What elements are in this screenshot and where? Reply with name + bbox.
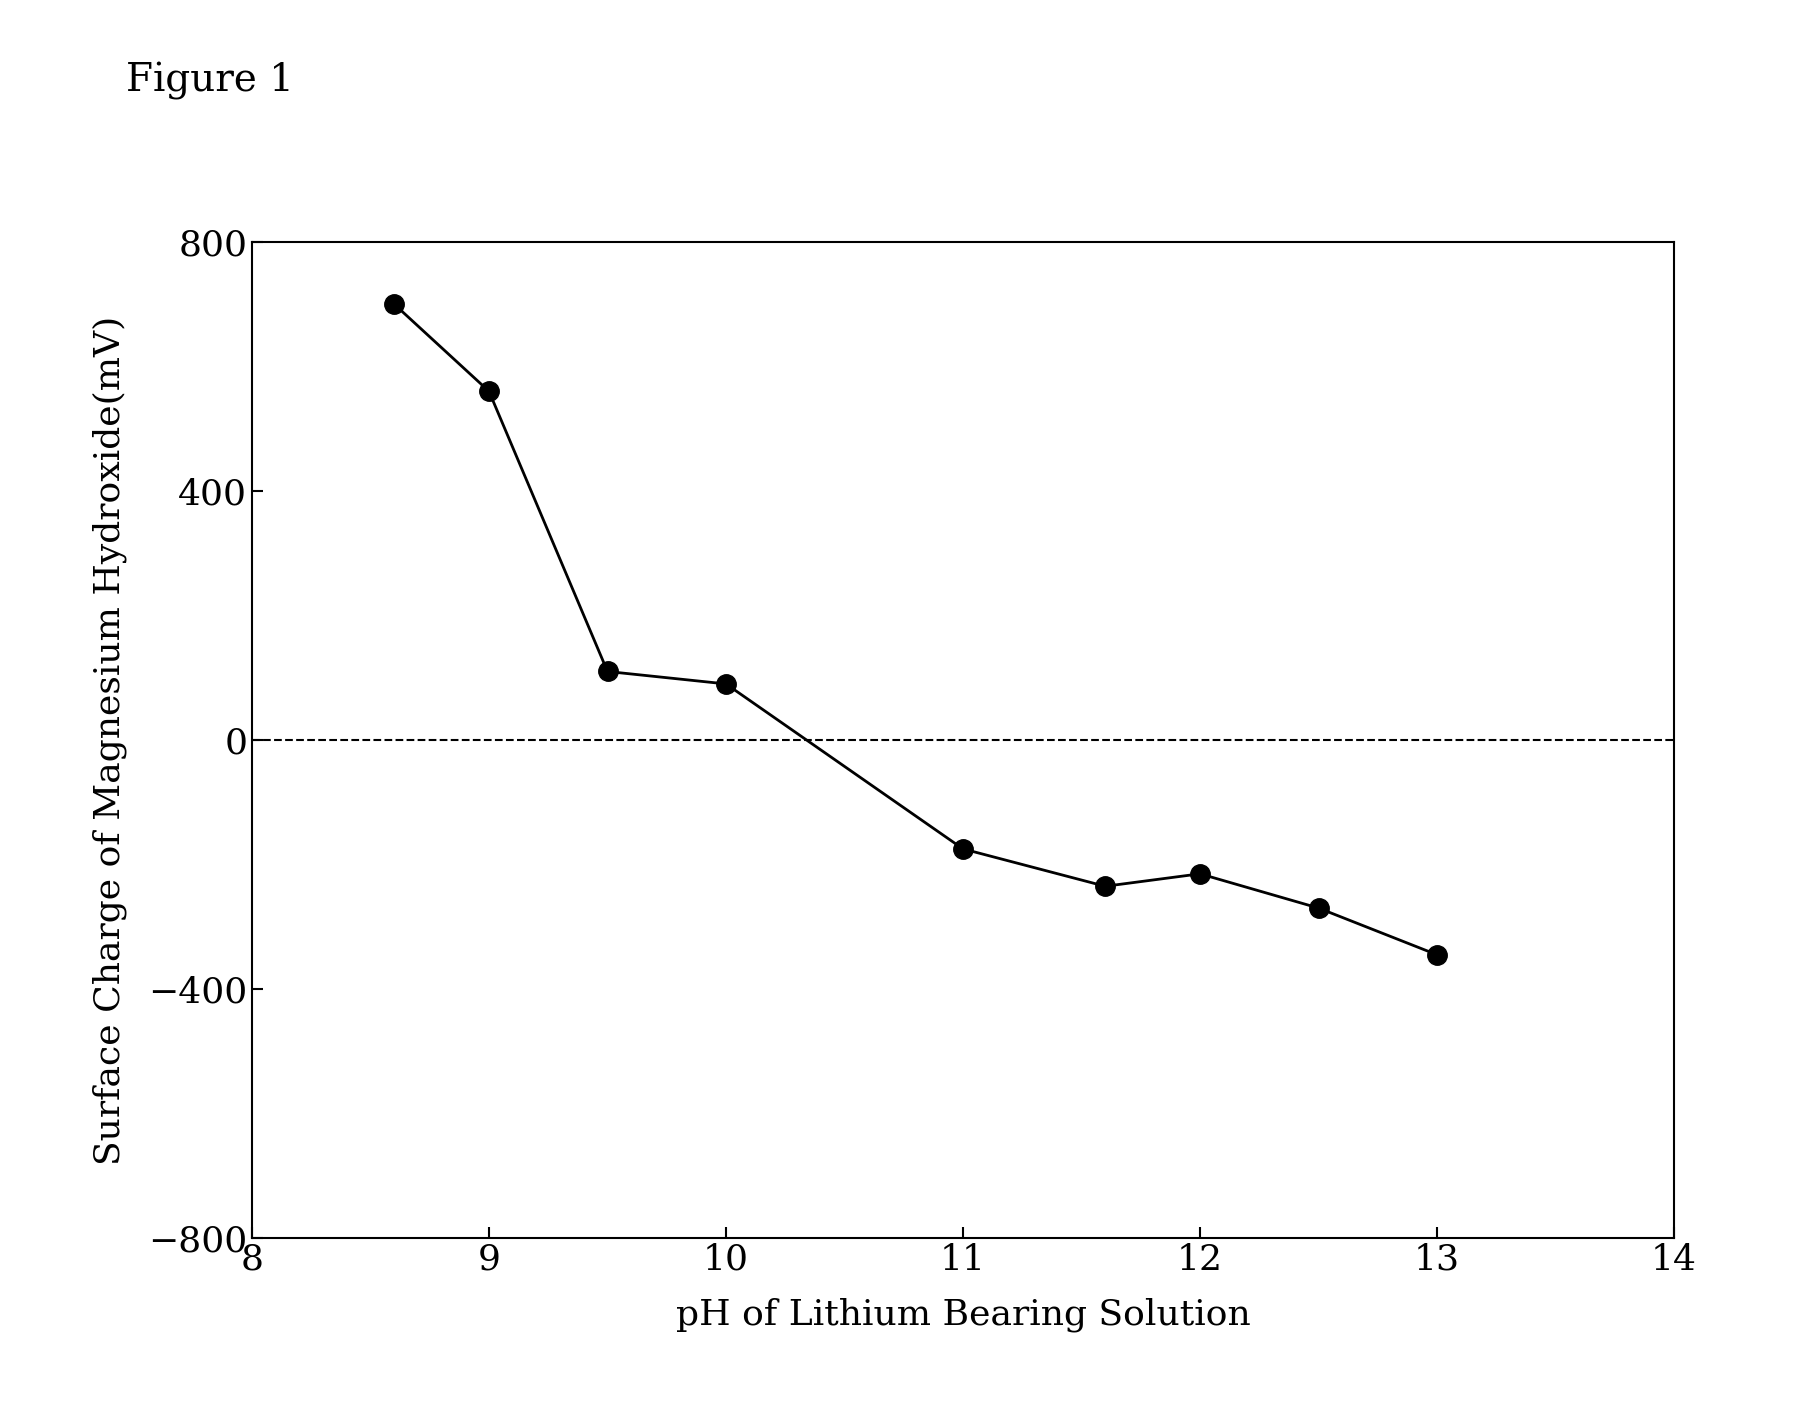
- X-axis label: pH of Lithium Bearing Solution: pH of Lithium Bearing Solution: [675, 1298, 1251, 1332]
- Text: Figure 1: Figure 1: [126, 61, 293, 100]
- Y-axis label: Surface Charge of Magnesium Hydroxide(mV): Surface Charge of Magnesium Hydroxide(mV…: [92, 316, 128, 1164]
